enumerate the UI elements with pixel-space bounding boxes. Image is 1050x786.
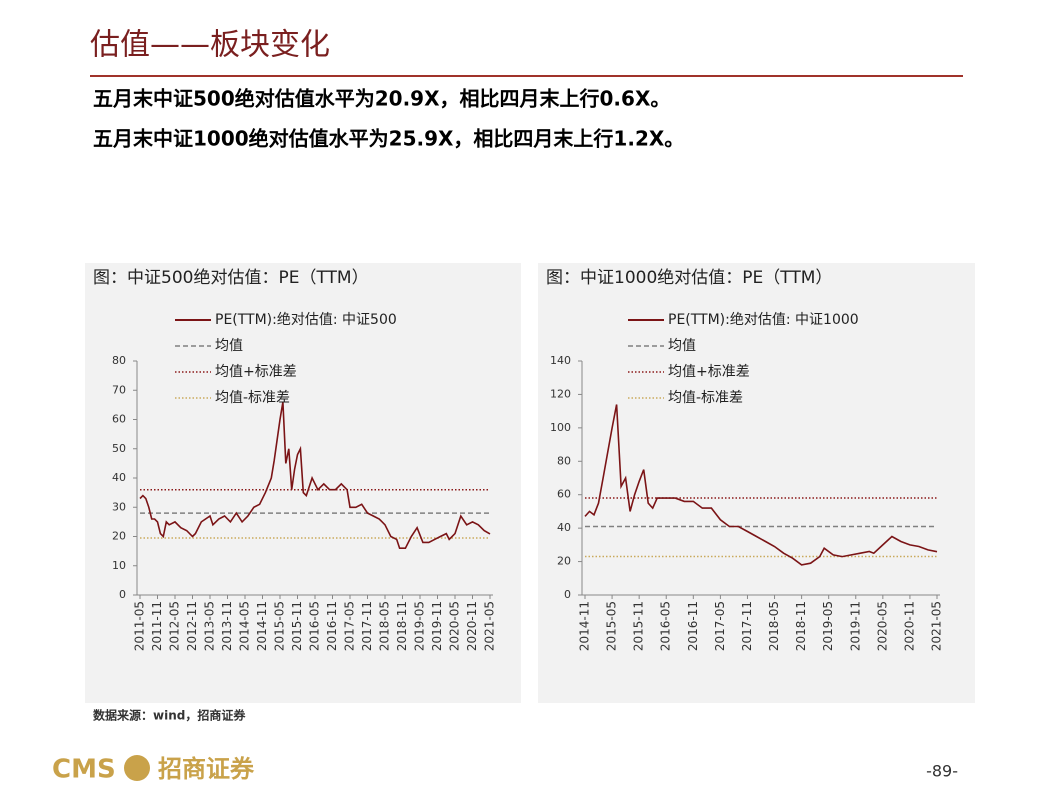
x-tick-label: 2020-11 [465,601,479,651]
y-tick-label: 20 [112,530,126,543]
y-tick-label: 140 [550,354,571,367]
legend-label: PE(TTM):绝对估值: 中证1000 [668,312,859,328]
x-tick-label: 2020-05 [875,601,889,651]
x-tick-label: 2015-11 [290,601,304,651]
data-line [584,404,938,566]
chart-panel [538,263,975,703]
y-tick-label: 40 [557,521,571,534]
legend-label: 均值+标准差 [668,364,750,380]
legend-label: 均值 [668,338,696,354]
page-number: -89- [926,762,958,781]
x-tick-label: 2018-05 [767,601,781,651]
x-tick-label: 2011-11 [150,601,164,651]
source-note: 数据来源：wind，招商证券 [93,708,246,723]
legend-label: 均值-标准差 [215,390,290,406]
y-tick-label: 0 [119,588,126,601]
bullet: 五月末中证1000绝对估值水平为25.9X，相比四月末上行1.2X。 [93,127,684,151]
x-tick-label: 2018-05 [378,601,392,651]
y-tick-label: 40 [112,471,126,484]
x-tick-label: 2012-05 [168,601,182,651]
y-tick-label: 120 [550,387,571,400]
x-tick-label: 2012-11 [185,601,199,651]
logo-icon [124,755,150,781]
bullet: 五月末中证500绝对估值水平为20.9X，相比四月末上行0.6X。 [93,87,670,111]
x-tick-label: 2021-05 [930,601,944,651]
x-tick-label: 2018-11 [395,601,409,651]
y-tick-label: 0 [564,588,571,601]
x-tick-label: 2020-05 [448,601,462,651]
x-tick-label: 2016-11 [325,601,339,651]
chart-title: 图：中证500绝对估值：PE（TTM） [93,268,369,288]
x-tick-label: 2020-11 [902,601,916,651]
x-tick-label: 2015-05 [273,601,287,651]
y-tick-label: 50 [112,442,126,455]
x-tick-label: 2016-05 [659,601,673,651]
x-tick-label: 2014-11 [578,601,592,651]
y-tick-label: 10 [112,559,126,572]
x-tick-label: 2016-05 [308,601,322,651]
x-tick-label: 2019-11 [430,601,444,651]
x-tick-label: 2021-05 [483,601,497,651]
company-name: 招商证券 [158,755,255,783]
x-tick-label: 2011-05 [133,601,147,651]
y-tick-label: 70 [112,383,126,396]
y-tick-label: 100 [550,421,571,434]
y-tick-label: 60 [557,488,571,501]
legend-label: PE(TTM):绝对估值: 中证500 [215,312,397,328]
logo-text: CMS [52,755,116,785]
x-tick-label: 2017-05 [343,601,357,651]
y-tick-label: 20 [557,555,571,568]
data-line [139,401,491,549]
y-tick-label: 80 [557,454,571,467]
x-tick-label: 2017-05 [713,601,727,651]
x-tick-label: 2019-05 [821,601,835,651]
x-tick-label: 2017-11 [360,601,374,651]
x-tick-label: 2019-11 [848,601,862,651]
y-tick-label: 60 [112,413,126,426]
x-tick-label: 2014-05 [238,601,252,651]
x-tick-label: 2015-11 [632,601,646,651]
x-tick-label: 2017-11 [740,601,754,651]
x-tick-label: 2014-11 [255,601,269,651]
x-tick-label: 2013-05 [203,601,217,651]
x-tick-label: 2013-11 [220,601,234,651]
legend-label: 均值+标准差 [215,364,297,380]
x-tick-label: 2015-05 [605,601,619,651]
x-tick-label: 2019-05 [413,601,427,651]
x-tick-label: 2018-11 [794,601,808,651]
slide-title: 估值——板块变化 [90,28,330,63]
y-tick-label: 30 [112,500,126,513]
y-tick-label: 80 [112,354,126,367]
legend-label: 均值 [215,338,243,354]
x-tick-label: 2016-11 [686,601,700,651]
chart-title: 图：中证1000绝对估值：PE（TTM） [546,268,832,288]
legend-label: 均值-标准差 [668,390,743,406]
